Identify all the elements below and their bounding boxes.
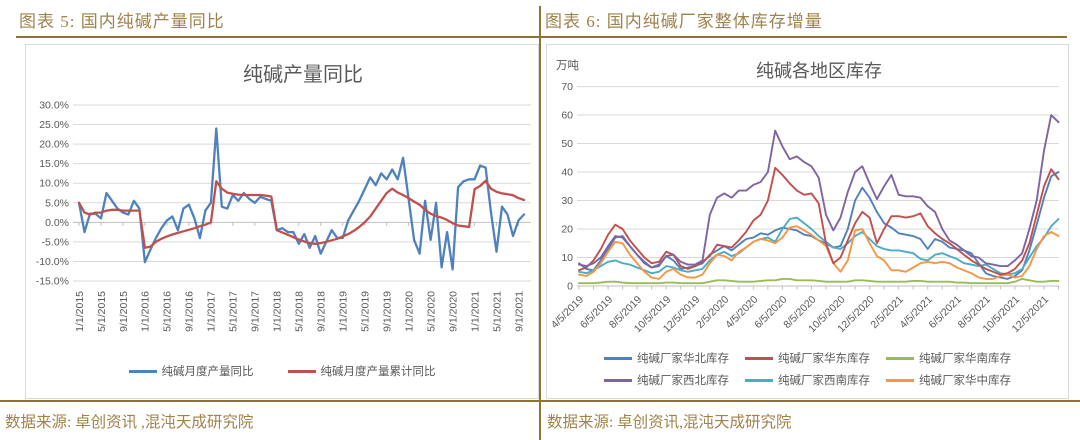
- svg-text:9/1/2016: 9/1/2016: [184, 291, 196, 332]
- legend-row-1: 纯碱厂家华北库存 纯碱厂家华东库存 纯碱厂家华南库存: [604, 350, 1011, 366]
- legend-label: 纯碱厂家华北库存: [637, 353, 729, 365]
- svg-text:9/1/2015: 9/1/2015: [118, 291, 130, 332]
- svg-text:5/1/2021: 5/1/2021: [491, 291, 503, 332]
- right-source-rule: [541, 400, 1080, 402]
- left-panel-title: 图表 5: 国内纯碱产量同比: [19, 12, 225, 31]
- svg-text:9/1/2018: 9/1/2018: [316, 291, 328, 332]
- svg-text:15.0%: 15.0%: [39, 158, 69, 170]
- svg-text:-10.0%: -10.0%: [36, 256, 69, 268]
- legend-item-xinan: 纯碱厂家西南库存: [745, 372, 870, 388]
- left-source-text: 数据来源: 卓创资讯 ,混沌天成研究院: [5, 414, 254, 431]
- svg-text:0: 0: [567, 281, 573, 293]
- svg-text:25.0%: 25.0%: [39, 119, 69, 131]
- svg-text:纯碱产量同比: 纯碱产量同比: [243, 63, 363, 86]
- line-swatch-teal: [745, 378, 773, 382]
- svg-text:60: 60: [561, 110, 573, 122]
- svg-text:1/1/2021: 1/1/2021: [469, 291, 481, 332]
- legend-item-cumulative-yoy: 纯碱月度产量累计同比: [287, 363, 436, 379]
- legend-item-huazhong: 纯碱厂家华中库存: [886, 372, 1011, 388]
- svg-text:5.0%: 5.0%: [45, 197, 69, 209]
- svg-text:万吨: 万吨: [556, 59, 579, 72]
- svg-text:5/1/2019: 5/1/2019: [360, 291, 372, 332]
- svg-text:9/1/2021: 9/1/2021: [513, 291, 525, 332]
- svg-text:1/1/2019: 1/1/2019: [338, 291, 350, 332]
- svg-text:9/1/2019: 9/1/2019: [382, 291, 394, 332]
- right-source-text: 数据来源: 卓创资讯,混沌天成研究院: [547, 414, 792, 431]
- right-title-underline: [541, 36, 1067, 38]
- left-source-rule: [0, 400, 539, 402]
- svg-text:纯碱各地区库存: 纯碱各地区库存: [756, 61, 882, 81]
- legend-label: 纯碱月度产量累计同比: [320, 366, 436, 378]
- legend-label: 纯碱厂家西南库存: [778, 375, 870, 387]
- svg-text:5/1/2016: 5/1/2016: [162, 291, 174, 332]
- svg-text:5/1/2020: 5/1/2020: [425, 291, 437, 332]
- line-swatch-blue: [604, 356, 632, 360]
- svg-text:1/1/2016: 1/1/2016: [140, 291, 152, 332]
- svg-text:5/1/2018: 5/1/2018: [294, 291, 306, 332]
- svg-text:20: 20: [561, 224, 573, 236]
- svg-text:-5.0%: -5.0%: [42, 236, 69, 248]
- svg-text:70: 70: [561, 81, 573, 93]
- legend-label: 纯碱厂家华南库存: [919, 353, 1011, 365]
- svg-text:5/1/2015: 5/1/2015: [96, 291, 108, 332]
- svg-text:1/1/2017: 1/1/2017: [206, 291, 218, 332]
- left-chart-legend: 纯碱月度产量同比 纯碱月度产量累计同比: [26, 363, 538, 379]
- svg-text:50: 50: [561, 138, 573, 150]
- legend-item-monthly-yoy: 纯碱月度产量同比: [128, 363, 254, 379]
- legend-row-2: 纯碱厂家西北库存 纯碱厂家西南库存 纯碱厂家华中库存: [604, 372, 1011, 388]
- right-chart-box: 70 60 50 40 30 20 10 0 4/5/2019 6/5/2019 8/5/2019 1…: [546, 44, 1069, 399]
- panel-divider: [539, 6, 541, 440]
- svg-text:1/1/2015: 1/1/2015: [74, 291, 86, 332]
- left-title-underline: [16, 36, 539, 38]
- line-swatch-red: [745, 356, 773, 360]
- right-panel: 图表 6: 国内纯碱厂家整体库存增量 70 60 50 40 30 20 10 0 4/5/20…: [540, 0, 1080, 440]
- left-chart-svg: 30.0% 25.0% 20.0% 15.0% 10.0% 5.0% 0.0% -5.0% -1…: [36, 63, 531, 332]
- line-swatch-orange: [886, 378, 914, 382]
- left-chart-box: 30.0% 25.0% 20.0% 15.0% 10.0% 5.0% 0.0% -5.0% -1…: [25, 44, 539, 399]
- right-chart-legend: 纯碱厂家华北库存 纯碱厂家华东库存 纯碱厂家华南库存 纯碱厂家西北库存: [547, 350, 1068, 388]
- svg-text:-15.0%: -15.0%: [36, 276, 69, 288]
- svg-text:5/1/2017: 5/1/2017: [228, 291, 240, 332]
- legend-item-huadong: 纯碱厂家华东库存: [745, 350, 870, 366]
- legend-label: 纯碱厂家华东库存: [778, 353, 870, 365]
- svg-text:1/1/2020: 1/1/2020: [403, 291, 415, 332]
- svg-text:30.0%: 30.0%: [39, 100, 69, 112]
- line-swatch-blue: [128, 369, 157, 373]
- line-swatch-green: [886, 356, 914, 360]
- legend-item-huanan: 纯碱厂家华南库存: [886, 350, 1011, 366]
- legend-label: 纯碱厂家华中库存: [919, 375, 1011, 387]
- svg-text:30: 30: [561, 195, 573, 207]
- svg-text:9/1/2020: 9/1/2020: [447, 291, 459, 332]
- right-chart-svg: 7060504030201004/5/20196/5/20198/5/20191…: [549, 59, 1060, 335]
- svg-text:0.0%: 0.0%: [45, 217, 69, 229]
- line-swatch-purple: [604, 378, 632, 382]
- right-panel-title: 图表 6: 国内纯碱厂家整体库存增量: [545, 12, 823, 31]
- svg-text:10.0%: 10.0%: [39, 178, 69, 190]
- legend-label: 纯碱月度产量同比: [161, 366, 254, 378]
- line-swatch-red: [287, 369, 316, 373]
- svg-text:40: 40: [561, 167, 573, 179]
- svg-text:9/1/2017: 9/1/2017: [250, 291, 262, 332]
- left-panel: 图表 5: 国内纯碱产量同比 30.0% 25.0% 20.0% 15.0% 10.0%…: [0, 12, 539, 431]
- legend-item-xibei: 纯碱厂家西北库存: [604, 372, 729, 388]
- legend-item-huabei: 纯碱厂家华北库存: [604, 350, 729, 366]
- svg-text:10: 10: [561, 252, 573, 264]
- svg-text:1/1/2018: 1/1/2018: [272, 291, 284, 332]
- legend-label: 纯碱厂家西北库存: [637, 375, 729, 387]
- svg-text:20.0%: 20.0%: [39, 139, 69, 151]
